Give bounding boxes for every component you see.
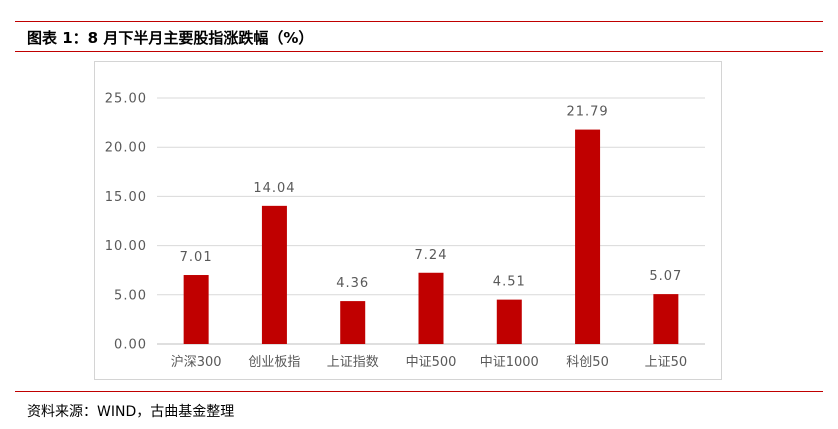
x-tick-label: 中证1000 [480,355,539,370]
bottom-rule [15,391,823,392]
x-tick-label: 沪深300 [171,354,222,370]
y-tick-label: 25.00 [105,92,147,107]
figure-title: 图表 1：8 月下半月主要股指涨跌幅（%） [27,29,314,47]
title-underline [15,51,823,52]
bar [653,294,679,344]
x-tick-label: 创业板指 [248,355,300,370]
x-tick-label: 上证50 [645,355,688,370]
x-tick-label: 科创50 [566,355,609,370]
x-tick-label: 中证500 [406,355,457,370]
data-label: 7.01 [180,250,213,265]
data-label: 14.04 [253,181,295,196]
bar-chart: 0.00 5.00 10.00 15.00 20.00 25.00 7.01 沪深300 14.… [105,92,705,370]
y-tick-label: 20.00 [105,141,147,156]
x-tick-label: 上证指数 [327,355,379,370]
bar [183,275,209,344]
data-label: 5.07 [649,269,682,284]
source-note: 资料来源：WIND，古曲基金整理 [27,404,235,420]
y-tick-label: 15.00 [105,190,147,205]
chart-frame: 0.00 5.00 10.00 15.00 20.00 25.00 7.01 沪深300 14.… [94,61,722,380]
bar [496,299,522,344]
data-label: 4.36 [336,276,369,291]
bar [261,205,287,344]
bar [418,272,444,344]
data-label: 7.24 [415,248,448,263]
bar [340,301,366,344]
top-rule [15,21,823,22]
data-label: 21.79 [566,105,608,120]
bar [575,129,601,344]
y-tick-label: 0.00 [114,338,147,353]
data-label: 4.51 [493,275,526,290]
y-tick-label: 10.00 [105,239,147,254]
y-tick-label: 5.00 [114,288,147,303]
